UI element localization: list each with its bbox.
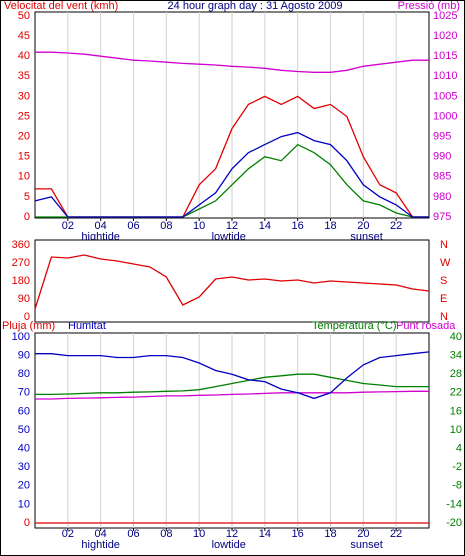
x-tick-label: 12 — [226, 220, 238, 232]
y2-tick-label: 990 — [433, 151, 451, 163]
y2-tick-label: -2 — [452, 461, 462, 473]
y2-tick-label: 16 — [450, 405, 462, 417]
y-tick-label: 10 — [18, 171, 30, 183]
y-tick-label: 180 — [12, 275, 30, 287]
chart-title: 24 hour graph day : 31 Agosto 2009 — [168, 0, 343, 12]
y-axis-title: Humitat — [68, 320, 106, 332]
y2-tick-label: 10 — [450, 424, 462, 436]
x-tick-label: 08 — [160, 528, 172, 540]
y2-tick-label: 1025 — [433, 10, 457, 22]
y2-tick-label: -20 — [446, 517, 462, 529]
y2-tick-label: 980 — [433, 191, 451, 203]
y2-tick-label: 34 — [450, 350, 462, 362]
legend-label: Punt rosada — [396, 320, 456, 332]
y-tick-label: 100 — [12, 331, 30, 343]
y-tick-label: 35 — [18, 70, 30, 82]
y-tick-label: 360 — [12, 239, 30, 251]
series-line — [35, 373, 429, 396]
y2-tick-label: -8 — [452, 480, 462, 492]
x-tick-label: 20 — [357, 528, 369, 540]
x-tick-label: 18 — [324, 220, 336, 232]
y-tick-label: 20 — [18, 480, 30, 492]
series-line — [34, 254, 430, 310]
x-tick-label: 16 — [292, 528, 304, 540]
y-tick-label: 20 — [18, 131, 30, 143]
annotation: hightide — [81, 539, 120, 551]
y-tick-label: 30 — [18, 461, 30, 473]
y-axis-title: Velocitat del vent (kmh) — [4, 0, 118, 12]
x-tick-label: 02 — [62, 528, 74, 540]
x-tick-label: 08 — [160, 220, 172, 232]
x-tick-label: 06 — [127, 528, 139, 540]
y-tick-label: 50 — [18, 10, 30, 22]
y-tick-label: 50 — [18, 424, 30, 436]
y2-tick-label: 40 — [450, 331, 462, 343]
y2-tick-label: 1020 — [433, 30, 457, 42]
x-tick-label: 20 — [357, 220, 369, 232]
y-tick-label: 80 — [18, 368, 30, 380]
y2-tick-label: -14 — [446, 498, 462, 510]
y2-tick-label: N — [440, 311, 448, 323]
x-tick-label: 10 — [193, 528, 205, 540]
y-tick-label: 5 — [24, 191, 30, 203]
y-tick-label: 30 — [18, 90, 30, 102]
annotation: lowtide — [212, 539, 246, 551]
y2-tick-label: 1010 — [433, 70, 457, 82]
y2-axis-title: Pressió (mb) — [398, 0, 460, 12]
y3-tick-label: 0 — [24, 517, 30, 529]
y2-axis-title: Temperatura (°C) — [312, 320, 396, 332]
x-tick-label: 12 — [226, 528, 238, 540]
series-line — [34, 131, 429, 218]
y2-tick-label: 975 — [433, 211, 451, 223]
y-tick-label: 15 — [18, 151, 30, 163]
y2-tick-label: 28 — [450, 368, 462, 380]
x-tick-label: 22 — [390, 528, 402, 540]
y-tick-label: 40 — [18, 443, 30, 455]
y2-tick-label: 1005 — [433, 90, 457, 102]
y-tick-label: 40 — [18, 50, 30, 62]
y2-tick-label: S — [440, 275, 447, 287]
y-tick-label: 70 — [18, 387, 30, 399]
x-tick-label: 22 — [390, 220, 402, 232]
y2-tick-label: 4 — [456, 443, 462, 455]
x-tick-label: 10 — [193, 220, 205, 232]
y3-axis-title: Pluja (mm) — [2, 320, 55, 332]
series-line — [35, 51, 429, 73]
y-tick-label: 270 — [12, 257, 30, 269]
y-tick-label: 0 — [24, 211, 30, 223]
x-tick-label: 14 — [259, 220, 271, 232]
y-tick-label: 45 — [18, 30, 30, 42]
y-tick-label: 90 — [18, 350, 30, 362]
y-tick-label: 10 — [18, 498, 30, 510]
y2-tick-label: W — [440, 257, 451, 269]
y2-tick-label: N — [440, 239, 448, 251]
y2-tick-label: 1015 — [433, 50, 457, 62]
y-tick-label: 60 — [18, 405, 30, 417]
x-tick-label: 06 — [127, 220, 139, 232]
x-tick-label: 04 — [95, 220, 107, 232]
series-line — [35, 351, 430, 400]
plot-frame — [34, 239, 430, 323]
y-tick-label: 90 — [18, 293, 30, 305]
y-tick-label: 25 — [18, 110, 30, 122]
x-tick-label: 04 — [95, 528, 107, 540]
y2-tick-label: 985 — [433, 171, 451, 183]
y2-tick-label: E — [440, 293, 447, 305]
y2-tick-label: 995 — [433, 131, 451, 143]
x-tick-label: 14 — [259, 528, 271, 540]
annotation: sunset — [350, 539, 382, 551]
y2-tick-label: 22 — [450, 387, 462, 399]
y-tick-label: 0 — [24, 311, 30, 323]
y2-tick-label: 1000 — [433, 110, 457, 122]
x-tick-label: 02 — [62, 220, 74, 232]
x-tick-label: 18 — [324, 528, 336, 540]
x-tick-label: 16 — [292, 220, 304, 232]
series-line — [35, 390, 429, 400]
